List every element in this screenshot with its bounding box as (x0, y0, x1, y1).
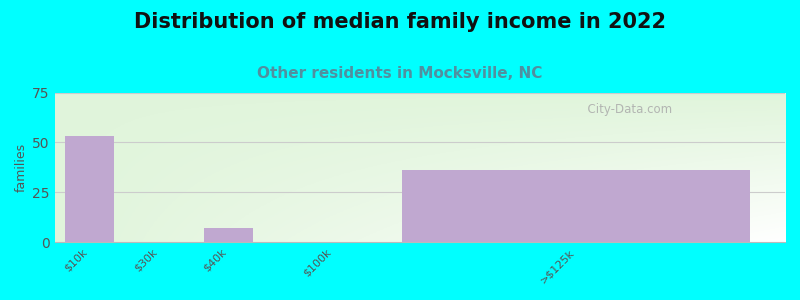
Bar (65, 136, 114, 242)
Text: City-Data.com: City-Data.com (581, 103, 673, 116)
Bar (402, 170, 750, 242)
Bar (204, 228, 253, 242)
Text: Other residents in Mocksville, NC: Other residents in Mocksville, NC (258, 66, 542, 81)
Text: Distribution of median family income in 2022: Distribution of median family income in … (134, 12, 666, 32)
Y-axis label: families: families (15, 143, 28, 192)
